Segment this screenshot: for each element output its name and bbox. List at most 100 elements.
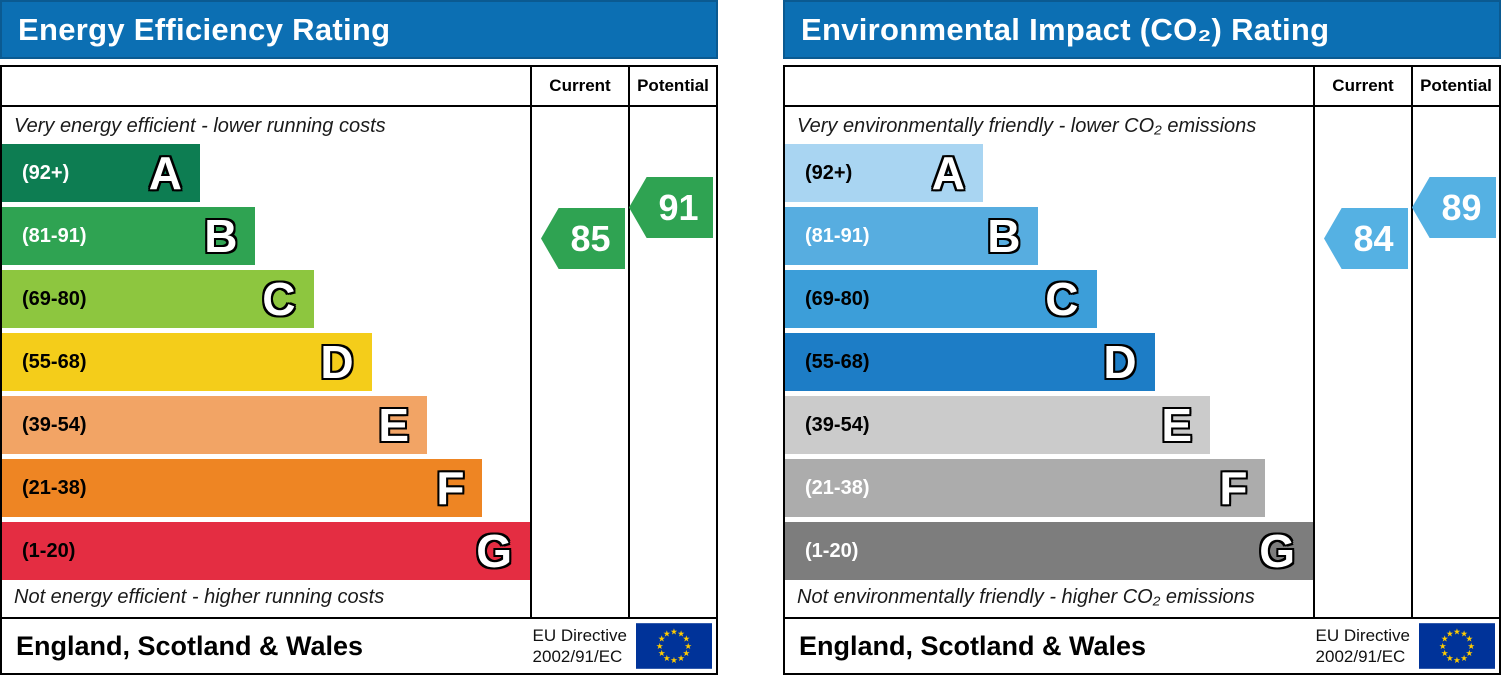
band-letter-b: B <box>987 210 1021 262</box>
band-bar-b: (81-91) B <box>785 207 1039 265</box>
band-row-a: (92+) A <box>2 144 530 202</box>
band-bar-c: (69-80) C <box>785 270 1097 328</box>
band-letter-d: D <box>1103 336 1137 388</box>
band-row-g: (1-20) G <box>2 522 530 580</box>
current-rating-value: 85 <box>570 217 611 259</box>
energy-bands-area: Very energy efficient - lower running co… <box>2 107 530 617</box>
eu-flag-icon: ★ ★★ ★★★ ★★★ ★★★ <box>636 623 712 669</box>
environmental-title: Environmental Impact (CO₂) Rating <box>801 11 1330 47</box>
band-bar-d: (55-68) D <box>785 333 1155 391</box>
bottom-caption: Not energy efficient - higher running co… <box>14 585 385 608</box>
column-header-current: Current <box>1313 67 1411 105</box>
svg-text:★: ★ <box>683 649 691 659</box>
current-rating-value: 84 <box>1353 217 1394 259</box>
band-range-d: (55-68) <box>22 350 87 373</box>
environmental-table-footer: England, Scotland & Wales EU Directive 2… <box>785 617 1499 673</box>
band-range-b: (81-91) <box>805 224 870 247</box>
band-bar-f: (21-38) F <box>2 459 483 517</box>
potential-rating-arrow: 91 <box>629 177 713 238</box>
current-rating-arrow: 85 <box>541 208 625 269</box>
svg-text:★: ★ <box>1446 654 1454 664</box>
band-row-c: (69-80) C <box>785 270 1313 328</box>
environmental-bands-area: Very environmentally friendly - lower CO… <box>785 107 1313 617</box>
svg-text:★: ★ <box>1466 649 1474 659</box>
band-bar-a: (92+) A <box>785 144 983 202</box>
eu-directive-label: EU Directive 2002/91/EC <box>1316 625 1410 668</box>
band-letter-g: G <box>1259 525 1295 577</box>
column-header-potential: Potential <box>628 67 716 105</box>
svg-text:★: ★ <box>684 642 692 652</box>
band-letter-a: A <box>148 147 182 199</box>
band-row-f: (21-38) F <box>785 459 1313 517</box>
svg-text:★: ★ <box>1460 654 1468 664</box>
svg-text:★: ★ <box>658 649 666 659</box>
svg-text:★: ★ <box>1439 642 1447 652</box>
energy-table-footer: England, Scotland & Wales EU Directive 2… <box>2 617 716 673</box>
band-bar-a: (92+) A <box>2 144 200 202</box>
svg-text:★: ★ <box>663 654 671 664</box>
band-letter-d: D <box>320 336 354 388</box>
environmental-table-header: Current Potential <box>785 67 1499 107</box>
band-row-g: (1-20) G <box>785 522 1313 580</box>
band-bar-g: (1-20) G <box>785 522 1313 580</box>
region-label: England, Scotland & Wales <box>16 630 364 661</box>
potential-rating-arrow: 89 <box>1412 177 1496 238</box>
svg-text:★: ★ <box>1446 630 1454 640</box>
band-row-e: (39-54) E <box>2 396 530 454</box>
current-column: 84 <box>1313 107 1411 617</box>
band-range-c: (69-80) <box>22 287 87 310</box>
band-letter-b: B <box>204 210 238 262</box>
eu-directive-line1: EU Directive <box>532 625 627 645</box>
svg-text:★: ★ <box>677 630 685 640</box>
band-row-c: (69-80) C <box>2 270 530 328</box>
band-range-d: (55-68) <box>805 350 870 373</box>
band-range-e: (39-54) <box>805 413 870 436</box>
column-header-potential: Potential <box>1411 67 1499 105</box>
energy-title: Energy Efficiency Rating <box>18 11 391 47</box>
band-range-f: (21-38) <box>22 476 87 499</box>
eu-directive-line1: EU Directive <box>1315 625 1410 645</box>
svg-text:★: ★ <box>1441 649 1449 659</box>
band-letter-c: C <box>262 273 296 325</box>
svg-text:★: ★ <box>656 642 664 652</box>
band-bar-d: (55-68) D <box>2 333 372 391</box>
band-range-a: (92+) <box>805 161 853 184</box>
svg-text:★: ★ <box>658 635 666 645</box>
potential-rating-value: 89 <box>1441 186 1482 228</box>
potential-rating-value: 91 <box>658 186 699 228</box>
band-row-e: (39-54) E <box>785 396 1313 454</box>
svg-text:★: ★ <box>1453 656 1461 666</box>
band-row-d: (55-68) D <box>2 333 530 391</box>
band-row-a: (92+) A <box>785 144 1313 202</box>
current-rating-arrow: 84 <box>1324 208 1408 269</box>
band-bar-c: (69-80) C <box>2 270 314 328</box>
band-bar-f: (21-38) F <box>785 459 1266 517</box>
band-row-b: (81-91) B <box>785 207 1313 265</box>
band-bar-b: (81-91) B <box>2 207 256 265</box>
svg-text:★: ★ <box>1467 642 1475 652</box>
band-range-f: (21-38) <box>805 476 870 499</box>
svg-text:★: ★ <box>663 630 671 640</box>
top-caption: Very energy efficient - lower running co… <box>14 114 386 137</box>
region-label: England, Scotland & Wales <box>799 630 1147 661</box>
eu-flag-icon: ★ ★★ ★★★ ★★★ ★★★ <box>1419 623 1495 669</box>
energy-table: Current Potential Very energy efficient … <box>0 65 718 675</box>
energy-title-bar: Energy Efficiency Rating <box>0 0 718 59</box>
eu-directive-line2: 2002/91/EC <box>532 647 623 666</box>
energy-table-header: Current Potential <box>2 67 716 107</box>
eu-directive-line2: 2002/91/EC <box>1315 647 1406 666</box>
svg-text:★: ★ <box>1453 628 1461 638</box>
svg-text:★: ★ <box>1460 630 1468 640</box>
bottom-caption: Not environmentally friendly - higher CO… <box>797 585 1255 608</box>
band-row-d: (55-68) D <box>785 333 1313 391</box>
band-range-b: (81-91) <box>22 224 87 247</box>
column-header-current: Current <box>530 67 628 105</box>
environmental-table-body: Very environmentally friendly - lower CO… <box>785 107 1499 617</box>
band-range-e: (39-54) <box>22 413 87 436</box>
svg-text:★: ★ <box>1466 635 1474 645</box>
energy-efficiency-panel: Energy Efficiency Rating Current Potenti… <box>0 0 718 675</box>
band-range-g: (1-20) <box>805 539 859 562</box>
band-bar-g: (1-20) G <box>2 522 530 580</box>
potential-column: 91 <box>628 107 716 617</box>
